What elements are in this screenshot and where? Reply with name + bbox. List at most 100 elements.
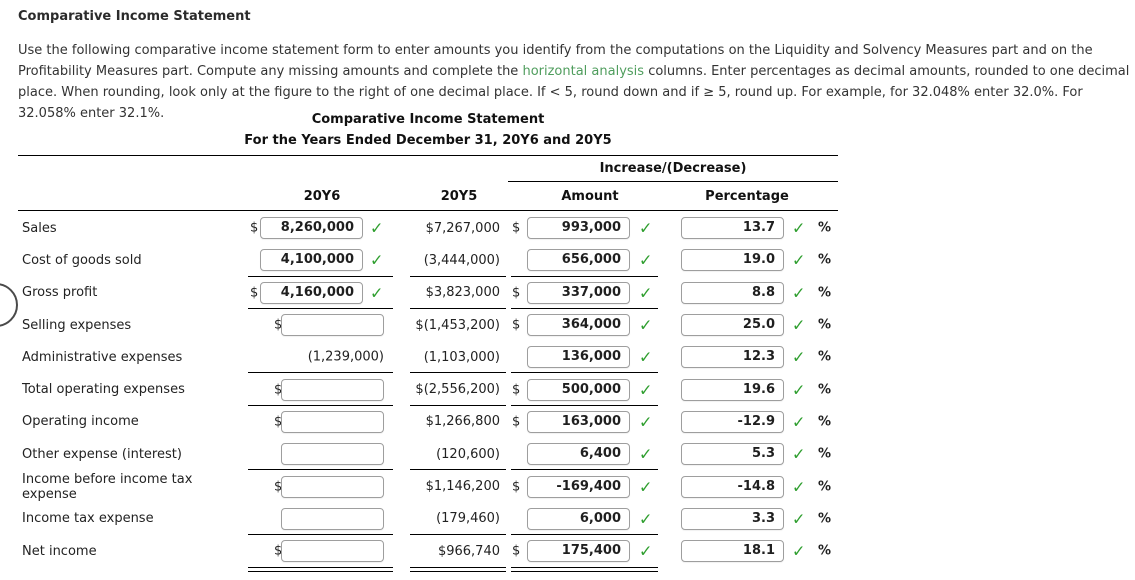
statement-subtitle: For the Years Ended December 31, 20Y6 an… — [244, 133, 612, 148]
increase-percentage-input[interactable]: 12.3 — [681, 346, 784, 369]
rule-line — [511, 567, 658, 573]
y5-amount-text: $1,266,800 — [425, 414, 500, 430]
horizontal-analysis-link[interactable]: horizontal analysis — [522, 64, 645, 79]
increase-amount-input[interactable]: 163,000 — [527, 410, 630, 433]
dollar-sign: $ — [512, 414, 521, 430]
increase-amount-input[interactable]: -169,400 — [527, 475, 630, 498]
y6-cell: (1,239,000) — [245, 341, 408, 373]
y5-amount-text: (179,460) — [436, 511, 500, 527]
rule-line — [248, 469, 393, 471]
row-label: Cost of goods sold — [22, 252, 142, 268]
y5-amount-text: $(2,556,200) — [415, 382, 500, 398]
dollar-sign: $ — [274, 543, 283, 559]
check-icon: ✓ — [792, 218, 806, 238]
statement-rows: Sales $8,260,000 ✓ $7,267,000 $993,000 ✓ 13.7 ✓… — [0, 212, 860, 573]
increase-amount-input[interactable]: 6,400 — [527, 443, 630, 466]
row-label: Total operating expenses — [22, 382, 185, 398]
row-label: Net income — [22, 543, 97, 559]
increase-percentage-input[interactable]: 25.0 — [681, 314, 784, 337]
instructions-text-before: Use the following comparative income sta… — [18, 43, 1093, 79]
row-label: Income before income tax expense — [22, 471, 193, 502]
increase-amount-input[interactable]: 364,000 — [527, 314, 630, 337]
increase-percentage-input[interactable]: -12.9 — [681, 410, 784, 433]
check-icon: ✓ — [792, 412, 806, 432]
amount-cell: $163,000 ✓ — [508, 406, 666, 438]
column-header-amount: Amount — [561, 189, 619, 204]
increase-percentage-input[interactable]: 18.1 — [681, 540, 784, 563]
check-icon: ✓ — [792, 250, 806, 270]
check-icon: ✓ — [639, 541, 653, 561]
increase-amount-input[interactable]: 500,000 — [527, 378, 630, 401]
y5-amount-text: $7,267,000 — [425, 220, 500, 236]
table-row: Selling expenses $ $(1,453,200) $364,000 ✓ 25… — [0, 309, 860, 341]
y6-amount-input[interactable] — [281, 378, 384, 401]
dollar-sign: $ — [512, 479, 521, 495]
percent-sign: % — [818, 543, 832, 559]
percentage-cell: 8.8 ✓% — [666, 277, 836, 309]
increase-percentage-input[interactable]: 8.8 — [681, 281, 784, 304]
increase-amount-input[interactable]: 337,000 — [527, 281, 630, 304]
rule-line — [511, 469, 658, 471]
check-icon: ✓ — [370, 250, 384, 270]
y6-amount-input[interactable]: 4,160,000 — [260, 281, 363, 304]
row-label: Income tax expense — [22, 511, 154, 527]
y6-amount-input[interactable] — [281, 475, 384, 498]
y6-amount-input[interactable] — [281, 507, 384, 530]
statement-title: Comparative Income Statement — [311, 112, 545, 127]
y6-amount-input[interactable] — [281, 410, 384, 433]
check-icon: ✓ — [370, 283, 384, 303]
percentage-cell: -12.9 ✓% — [666, 406, 836, 438]
increase-percentage-input[interactable]: 19.6 — [681, 378, 784, 401]
percentage-cell: 19.6 ✓% — [666, 373, 836, 405]
increase-amount-input[interactable]: 175,400 — [527, 540, 630, 563]
increase-percentage-input[interactable]: 3.3 — [681, 507, 784, 530]
percent-sign: % — [818, 285, 832, 301]
row-label: Operating income — [22, 414, 139, 430]
y6-amount-input[interactable] — [281, 540, 384, 563]
column-header-20y6: 20Y6 — [303, 189, 341, 204]
check-icon: ✓ — [792, 283, 806, 303]
y6-amount-input[interactable] — [281, 314, 384, 337]
dollar-sign: $ — [274, 414, 283, 430]
rule-line — [511, 275, 658, 277]
y6-amount-input[interactable]: 8,260,000 — [260, 217, 363, 240]
percentage-cell: 19.0 ✓% — [666, 244, 836, 276]
rule-line — [248, 567, 393, 573]
check-icon: ✓ — [792, 347, 806, 367]
percent-sign: % — [818, 220, 832, 236]
increase-amount-input[interactable]: 136,000 — [527, 346, 630, 369]
y5-amount-text: (120,600) — [436, 446, 500, 462]
rule-line — [410, 275, 506, 277]
increase-percentage-input[interactable]: 5.3 — [681, 443, 784, 466]
dollar-sign: $ — [274, 317, 283, 333]
dollar-sign: $ — [512, 382, 521, 398]
table-row: Administrative expenses (1,239,000) (1,103… — [0, 341, 860, 374]
y6-cell: $8,260,000 ✓ — [245, 212, 408, 244]
rule-line — [511, 372, 658, 374]
increase-amount-input[interactable]: 656,000 — [527, 249, 630, 272]
y6-amount-input[interactable]: 4,100,000 — [260, 249, 363, 272]
percentage-cell: 18.1 ✓% — [666, 535, 836, 567]
increase-percentage-input[interactable]: 19.0 — [681, 249, 784, 272]
increase-amount-input[interactable]: 993,000 — [527, 217, 630, 240]
row-label: Sales — [22, 220, 57, 236]
y6-cell: $ — [245, 535, 408, 567]
y6-amount-input[interactable] — [281, 443, 384, 466]
rule-line — [248, 307, 393, 309]
increase-percentage-input[interactable]: -14.8 — [681, 475, 784, 498]
y6-cell: 4,100,000 ✓ — [245, 244, 408, 276]
rule-line — [410, 567, 506, 573]
amount-cell: $993,000 ✓ — [508, 212, 666, 244]
increase-percentage-input[interactable]: 13.7 — [681, 217, 784, 240]
amount-cell: $337,000 ✓ — [508, 277, 666, 309]
percentage-cell: 25.0 ✓% — [666, 309, 836, 341]
instructions-text-after: columns. Enter percentages as decimal am… — [18, 64, 1130, 121]
y5-amount-text: $1,146,200 — [425, 479, 500, 495]
amount-cell: $500,000 ✓ — [508, 373, 666, 405]
check-icon: ✓ — [639, 347, 653, 367]
y6-cell: $ — [245, 373, 408, 405]
rule-line — [511, 533, 658, 535]
page-title: Comparative Income Statement — [18, 9, 251, 24]
increase-amount-input[interactable]: 6,000 — [527, 507, 630, 530]
